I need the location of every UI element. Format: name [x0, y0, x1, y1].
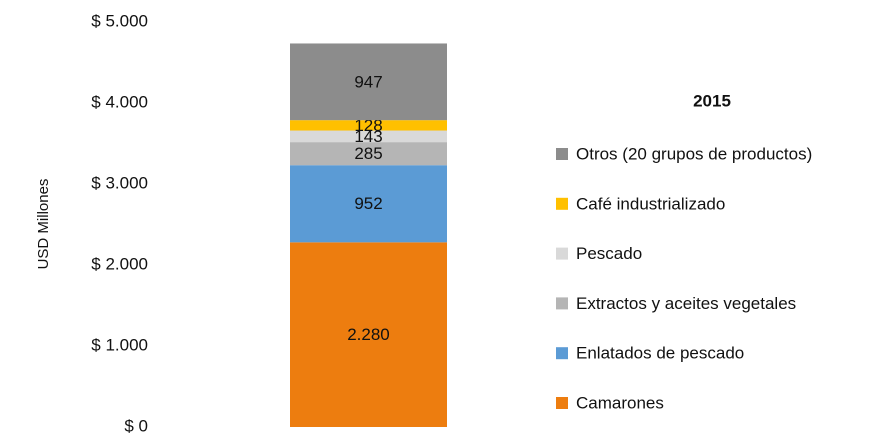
- legend-swatch: [556, 247, 568, 260]
- data-label: 947: [354, 72, 382, 91]
- legend-label: Extractos y aceites vegetales: [576, 294, 796, 313]
- legend-swatch: [556, 397, 568, 409]
- legend-label: Camarones: [576, 393, 664, 412]
- legend-label: Otros (20 grupos de productos): [576, 144, 812, 163]
- bar-segment: [290, 142, 447, 166]
- y-tick-label: $ 1.000: [91, 335, 148, 354]
- legend-label: Café industrializado: [576, 194, 725, 213]
- legend-swatch: [556, 297, 568, 310]
- legend-swatch: [556, 148, 568, 160]
- data-label: 2.280: [347, 325, 390, 344]
- y-tick-label: $ 2.000: [91, 254, 148, 273]
- data-label: 128: [354, 116, 382, 135]
- data-label: 952: [354, 194, 382, 213]
- legend-swatch: [556, 197, 568, 210]
- data-label: 143: [354, 127, 382, 146]
- bar-segment: [290, 242, 447, 427]
- data-label: 285: [354, 144, 382, 163]
- legend-swatch: [556, 347, 568, 360]
- y-tick-label: $ 0: [124, 416, 148, 435]
- y-tick-label: $ 4.000: [91, 92, 148, 111]
- y-tick-label: $ 5.000: [91, 11, 148, 30]
- bar-segment: [290, 130, 447, 143]
- y-axis-label: USD Millones: [35, 179, 52, 270]
- bar-segment: [290, 165, 447, 243]
- y-tick-label: $ 3.000: [91, 173, 148, 192]
- bar-segment: [290, 120, 447, 131]
- legend-label: Enlatados de pescado: [576, 344, 744, 363]
- bar-segment: [290, 43, 447, 121]
- legend-title: 2015: [693, 91, 731, 110]
- legend-label: Pescado: [576, 244, 642, 263]
